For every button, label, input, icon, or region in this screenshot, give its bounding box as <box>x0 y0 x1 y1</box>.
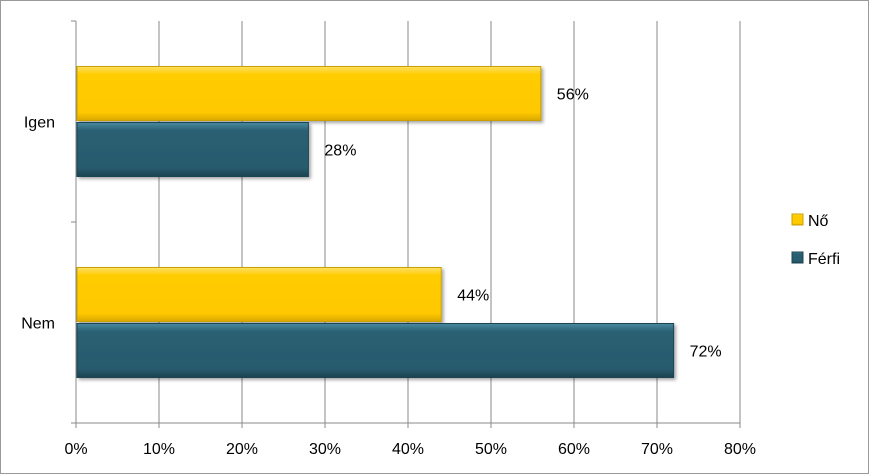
data-label: 56% <box>557 87 589 104</box>
x-tick-label: 40% <box>392 441 424 458</box>
bar-igen-series-1 <box>76 122 309 177</box>
bars <box>76 66 675 378</box>
legend-swatch <box>791 251 804 264</box>
y-category-label: Nem <box>21 316 55 333</box>
legend-swatch <box>791 213 804 226</box>
x-tick-label: 10% <box>143 441 175 458</box>
bar-igen-series-0 <box>76 66 542 121</box>
x-tick-label: 60% <box>558 441 590 458</box>
x-tick-label: 0% <box>64 441 87 458</box>
y-category-label: Igen <box>24 115 55 132</box>
legend: Nő Férfi <box>791 213 840 268</box>
x-tick-label: 20% <box>226 441 258 458</box>
bar-nem-series-0 <box>76 267 442 322</box>
x-tick-label: 70% <box>641 441 673 458</box>
x-tick-label: 30% <box>309 441 341 458</box>
legend-label: Férfi <box>808 251 840 268</box>
data-label: 28% <box>324 143 356 160</box>
data-label: 72% <box>690 344 722 361</box>
x-tick-label: 80% <box>724 441 756 458</box>
axes: 0% 10% 20% 30% 40% 50% 60% 70% 80% Igen Nem <box>21 20 756 458</box>
data-label: 44% <box>457 288 489 305</box>
legend-label: Nő <box>808 213 829 230</box>
bar-nem-series-1 <box>76 323 675 378</box>
x-tick-label: 50% <box>475 441 507 458</box>
data-labels: 56% 28% 44% 72% <box>324 87 721 361</box>
